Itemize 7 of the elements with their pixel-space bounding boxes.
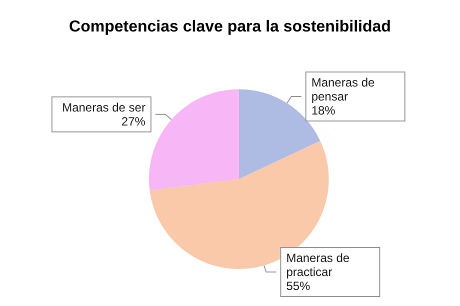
chart-title: Competencias clave para la sostenibilidad <box>69 18 391 36</box>
slice-label: Maneras de practicar <box>286 251 353 279</box>
slice-label: Maneras de pensar <box>311 75 378 104</box>
data-label: 27% <box>121 114 146 128</box>
data-label: 55% <box>286 279 311 293</box>
data-label: 18% <box>311 103 336 118</box>
slice-label: Maneras de ser <box>62 100 146 114</box>
